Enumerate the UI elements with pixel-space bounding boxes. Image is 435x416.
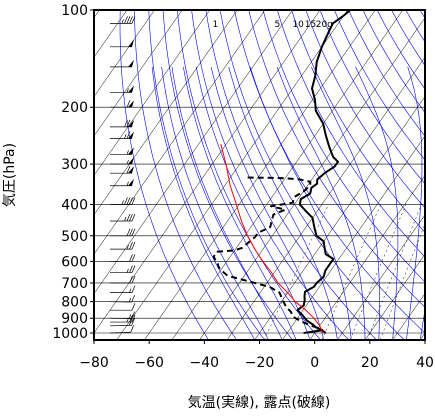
x-tick-label: −20 (245, 355, 275, 371)
wind-barb (110, 229, 135, 236)
wind-barb (110, 312, 135, 319)
dry-adiabat-line (420, 10, 435, 340)
isotherm-line (282, 3, 435, 340)
x-tick-label: 40 (416, 355, 434, 371)
dry-adiabat-line (135, 10, 237, 340)
mixing-ratio-label: 10 (292, 20, 304, 30)
y-tick-label: 100 (61, 3, 88, 19)
isotherm-line (0, 3, 215, 340)
wind-barb (110, 3, 135, 10)
mixing-ratio-label: 5 (275, 20, 281, 30)
y-tick-label: 400 (61, 197, 88, 213)
mixing-ratio-label: 20g (316, 20, 333, 30)
moist-adiabat-line (406, 67, 422, 340)
dry-adiabat-line (277, 10, 435, 340)
y-tick-label: 600 (61, 254, 88, 270)
wind-barb (110, 85, 134, 92)
moist-adiabat-line (152, 67, 255, 340)
wind-barb (110, 16, 135, 23)
wind-barb (110, 254, 135, 261)
y-tick-label: 1000 (52, 326, 88, 342)
x-axis-title: 気温(実線), 露点(破線) (188, 395, 331, 411)
wind-barb (110, 147, 134, 154)
isotherm-line (420, 3, 435, 340)
wind-barb (110, 276, 135, 283)
moist-adiabat-line (172, 67, 282, 340)
x-tick-label: 0 (310, 355, 319, 371)
dry-adiabat-line (334, 10, 435, 340)
y-axis-title: 気圧(hPa) (2, 143, 18, 207)
wind-barb (110, 100, 134, 107)
wind-barb (110, 325, 134, 333)
profile-lines (214, 10, 351, 333)
wind-barb (110, 266, 135, 273)
x-tick-label: 20 (361, 355, 379, 371)
wind-barb (110, 303, 135, 310)
dry-adiabat-line (220, 10, 404, 340)
x-tick-label: −60 (134, 355, 164, 371)
moist-adiabat-line (420, 67, 435, 340)
y-tick-label: 900 (61, 311, 88, 327)
dry-adiabat-line (234, 10, 432, 340)
wind-barb (110, 166, 134, 173)
x-tick-label: −80 (79, 355, 109, 371)
isotherm-line (393, 3, 435, 340)
mixing-ratio-label: 1 (212, 20, 218, 30)
wind-barb (110, 157, 134, 164)
y-tick-label: 300 (61, 157, 88, 173)
wind-barb (110, 214, 135, 221)
x-tick-label: −40 (190, 355, 220, 371)
wind-barb (110, 286, 135, 293)
y-tick-label: 200 (61, 100, 88, 116)
dry-adiabat-line (377, 10, 435, 340)
wind-barb (110, 40, 134, 47)
wind-barb (110, 60, 134, 67)
wind-barb (110, 179, 134, 186)
mixing-ratio-label: 15 (305, 20, 316, 30)
dry-adiabat-line (406, 10, 435, 340)
y-tick-label: 500 (61, 229, 88, 245)
wind-barbs (110, 3, 135, 333)
wind-barb (110, 242, 135, 249)
y-tick-label: 700 (61, 276, 88, 292)
background-lines (120, 10, 435, 340)
wind-barb (110, 197, 135, 204)
wind-barb (110, 295, 135, 302)
dry-adiabat-line (177, 10, 320, 340)
y-tick-label: 800 (61, 295, 88, 311)
isotherm-line (337, 3, 435, 340)
